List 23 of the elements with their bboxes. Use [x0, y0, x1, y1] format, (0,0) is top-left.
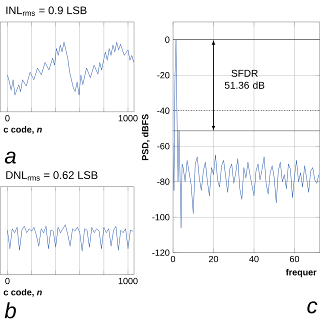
text: a	[4, 152, 16, 164]
x-tick-label: 60	[290, 256, 300, 262]
y-axis-title: PSD, dBFS	[142, 114, 150, 160]
text: c	[307, 302, 318, 314]
chart-title: DNL$_{rms}$ = 0.62 LSB	[6, 171, 98, 181]
y-tick-label: -40	[157, 108, 170, 114]
y-tick-label: -120	[152, 250, 170, 256]
chart-title: INL$_{rms}$ = 0.9 LSB	[6, 6, 87, 16]
x-tick-label: 1000	[118, 278, 138, 284]
x-tick-label: 40	[249, 256, 259, 262]
x-tick-label: 0	[170, 256, 176, 262]
y-tick-label: -80	[157, 178, 170, 186]
y-tick-label: -60	[157, 143, 170, 150]
x-axis-title: frequer	[286, 269, 316, 278]
y-tick-label: 0	[165, 36, 170, 44]
annotation: SFDR 51.36 dB	[224, 70, 264, 89]
y-tick-label: -100	[152, 214, 170, 221]
x-axis-title: c code, n	[4, 126, 42, 134]
x-tick-label: 1000	[118, 115, 138, 122]
text: b	[4, 302, 16, 319]
x-axis-title: c code, n	[4, 289, 42, 297]
x-tick-label: 20	[208, 256, 218, 262]
y-tick-label: -20	[157, 72, 170, 79]
